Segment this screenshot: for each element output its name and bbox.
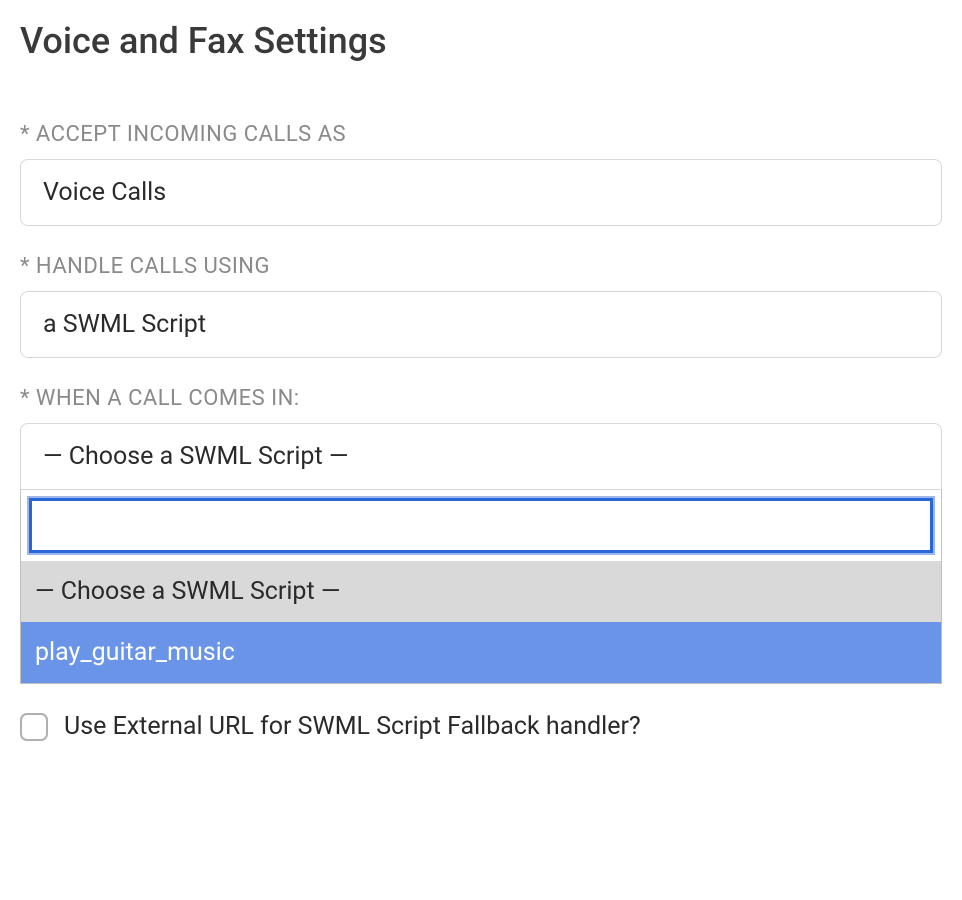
accept-incoming-label: * ACCEPT INCOMING CALLS AS (20, 122, 942, 147)
handle-calls-select[interactable]: a SWML Script (20, 291, 942, 358)
page-title: Voice and Fax Settings (20, 20, 942, 62)
dropdown-search-input[interactable] (29, 498, 933, 553)
accept-incoming-group: * ACCEPT INCOMING CALLS AS Voice Calls (20, 122, 942, 226)
when-call-group: * WHEN A CALL COMES IN: — Choose a SWML … (20, 386, 942, 684)
fallback-checkbox[interactable] (20, 713, 48, 741)
handle-calls-label: * HANDLE CALLS USING (20, 254, 942, 279)
accept-incoming-select[interactable]: Voice Calls (20, 159, 942, 226)
when-call-label: * WHEN A CALL COMES IN: (20, 386, 942, 411)
fallback-checkbox-row: Use External URL for SWML Script Fallbac… (20, 712, 942, 741)
dropdown-options-list: — Choose a SWML Script — play_guitar_mus… (21, 561, 941, 683)
when-call-dropdown: — Choose a SWML Script — — Choose a SWML… (20, 423, 942, 684)
when-call-dropdown-panel: — Choose a SWML Script — play_guitar_mus… (20, 490, 942, 684)
dropdown-search-wrap (21, 490, 941, 561)
handle-calls-group: * HANDLE CALLS USING a SWML Script (20, 254, 942, 358)
dropdown-option-play-guitar[interactable]: play_guitar_music (21, 622, 941, 683)
when-call-selected[interactable]: — Choose a SWML Script — (20, 423, 942, 490)
dropdown-option-placeholder[interactable]: — Choose a SWML Script — (21, 561, 941, 622)
fallback-checkbox-label[interactable]: Use External URL for SWML Script Fallbac… (64, 712, 641, 741)
